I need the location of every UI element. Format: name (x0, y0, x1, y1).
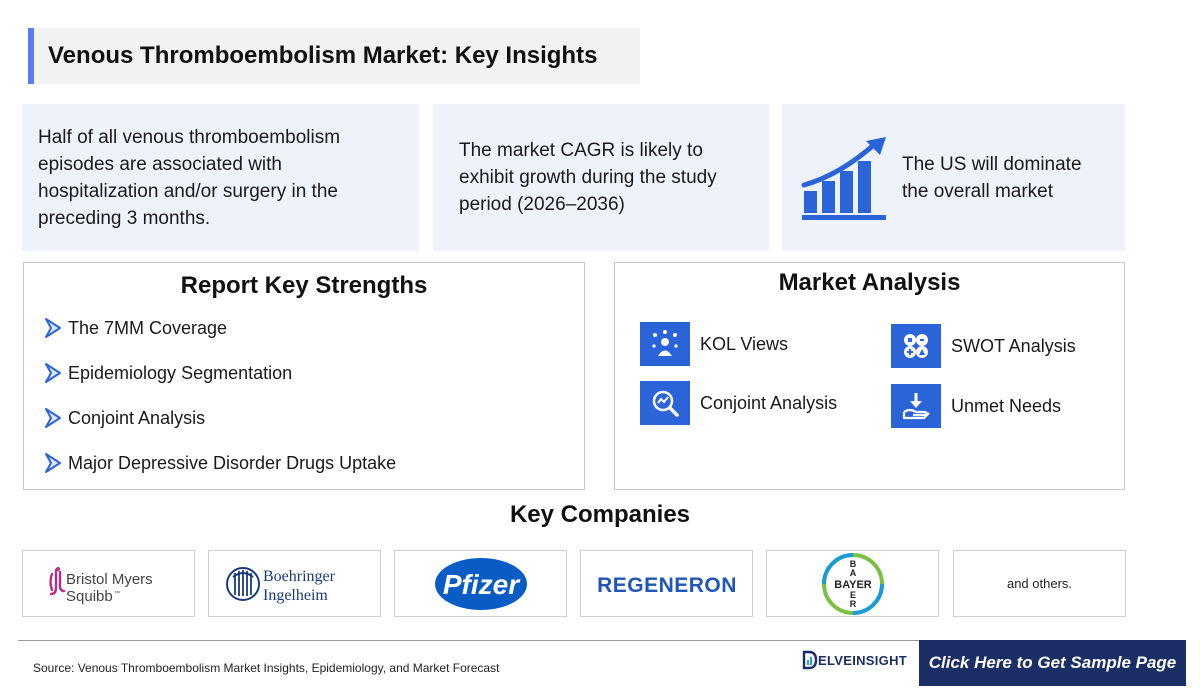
source-note: Source: Venous Thromboembolism Market In… (33, 661, 500, 675)
logo-regeneron: REGENERON (580, 550, 753, 617)
insight-card-cagr: The market CAGR is likely to exhibit gro… (433, 104, 769, 251)
strengths-heading: Report Key Strengths (180, 272, 428, 299)
strength-item: The 7MM Coverage (42, 316, 227, 340)
bms-logo: Bristol Myers Squibb ™ (48, 566, 153, 604)
analysis-item-conjoint: Conjoint Analysis (640, 381, 837, 425)
arrow-bullet-icon (45, 318, 61, 338)
brand-name: ELVEINSIGHT (818, 652, 908, 668)
svg-text:Boehringer: Boehringer (263, 568, 336, 585)
svg-text:Pfizer: Pfizer (442, 569, 520, 600)
svg-text:REGENERON: REGENERON (597, 574, 737, 597)
svg-text:Squibb: Squibb (66, 588, 113, 604)
svg-text:R: R (849, 599, 856, 609)
delveinsight-logo: ELVEINSIGHT (802, 650, 907, 670)
boehringer-logo: Boehringer Ingelheim (225, 566, 336, 604)
report-key-strengths-panel: Report Key Strengths The 7MM Coverage Ep… (23, 262, 585, 490)
analysis-label: Unmet Needs (951, 395, 1062, 416)
page-title: Venous Thromboembolism Market: Key Insig… (48, 42, 598, 69)
unmet-needs-icon (891, 384, 941, 428)
analysis-item-unmet-needs: Unmet Needs (891, 384, 1061, 428)
svg-text:A: A (849, 568, 856, 578)
strength-item: Conjoint Analysis (42, 406, 205, 430)
strength-item: Major Depressive Disorder Drugs Uptake (42, 451, 396, 475)
insight-text: The market CAGR is likely to exhibit gro… (459, 140, 717, 215)
conjoint-analysis-icon (640, 381, 690, 425)
svg-text:BAYER: BAYER (834, 579, 872, 591)
footer-divider (18, 640, 1186, 641)
arrow-bullet-icon (45, 363, 61, 383)
market-analysis-panel: Market Analysis KOL Views SWOT Analysis … (614, 262, 1125, 490)
svg-text:B: B (849, 559, 856, 569)
regeneron-logo: REGENERON (597, 574, 737, 597)
kol-views-icon (640, 322, 690, 366)
insight-text: Half of all venous thromboembolism episo… (38, 126, 341, 229)
svg-text:E: E (849, 590, 855, 600)
growth-chart-icon (801, 136, 886, 220)
title-banner: Venous Thromboembolism Market: Key Insig… (28, 28, 640, 84)
strength-label: Conjoint Analysis (68, 407, 206, 428)
logo-pfizer: Pfizer (394, 550, 567, 617)
svg-text:Bristol Myers: Bristol Myers (66, 571, 153, 588)
and-others-box: and others. (953, 550, 1126, 617)
strength-label: Major Depressive Disorder Drugs Uptake (68, 452, 397, 473)
analysis-label: SWOT Analysis (951, 335, 1076, 356)
insight-card-hospitalization: Half of all venous thromboembolism episo… (22, 104, 419, 251)
svg-text:Ingelheim: Ingelheim (263, 587, 328, 604)
strength-label: The 7MM Coverage (68, 317, 228, 338)
swot-icon (891, 324, 941, 368)
logo-bristol-myers-squibb: Bristol Myers Squibb ™ (22, 550, 195, 617)
arrow-bullet-icon (45, 453, 61, 473)
analysis-label: KOL Views (700, 333, 789, 354)
insight-card-us-dominance: The US will dominate the overall market (782, 104, 1125, 251)
and-others-text: and others. (1006, 576, 1073, 591)
get-sample-page-button[interactable]: Click Here to Get Sample Page (919, 640, 1186, 686)
svg-text:™: ™ (114, 590, 120, 597)
bayer-logo: BAYER B A E R (821, 552, 884, 615)
analysis-item-swot: SWOT Analysis (891, 324, 1076, 368)
pfizer-logo: Pfizer (434, 557, 527, 610)
logo-bayer: BAYER B A E R (766, 550, 939, 617)
analysis-heading: Market Analysis (778, 269, 961, 296)
insight-text: The US will dominate the overall market (902, 153, 1082, 202)
strength-item: Epidemiology Segmentation (42, 361, 292, 385)
delveinsight-mark-icon (802, 650, 818, 670)
arrow-bullet-icon (45, 408, 61, 428)
analysis-label: Conjoint Analysis (700, 392, 838, 413)
key-companies-heading: Key Companies (509, 501, 691, 528)
logo-boehringer-ingelheim: Boehringer Ingelheim (208, 550, 381, 617)
analysis-item-kol-views: KOL Views (640, 322, 788, 366)
strength-label: Epidemiology Segmentation (68, 362, 293, 383)
